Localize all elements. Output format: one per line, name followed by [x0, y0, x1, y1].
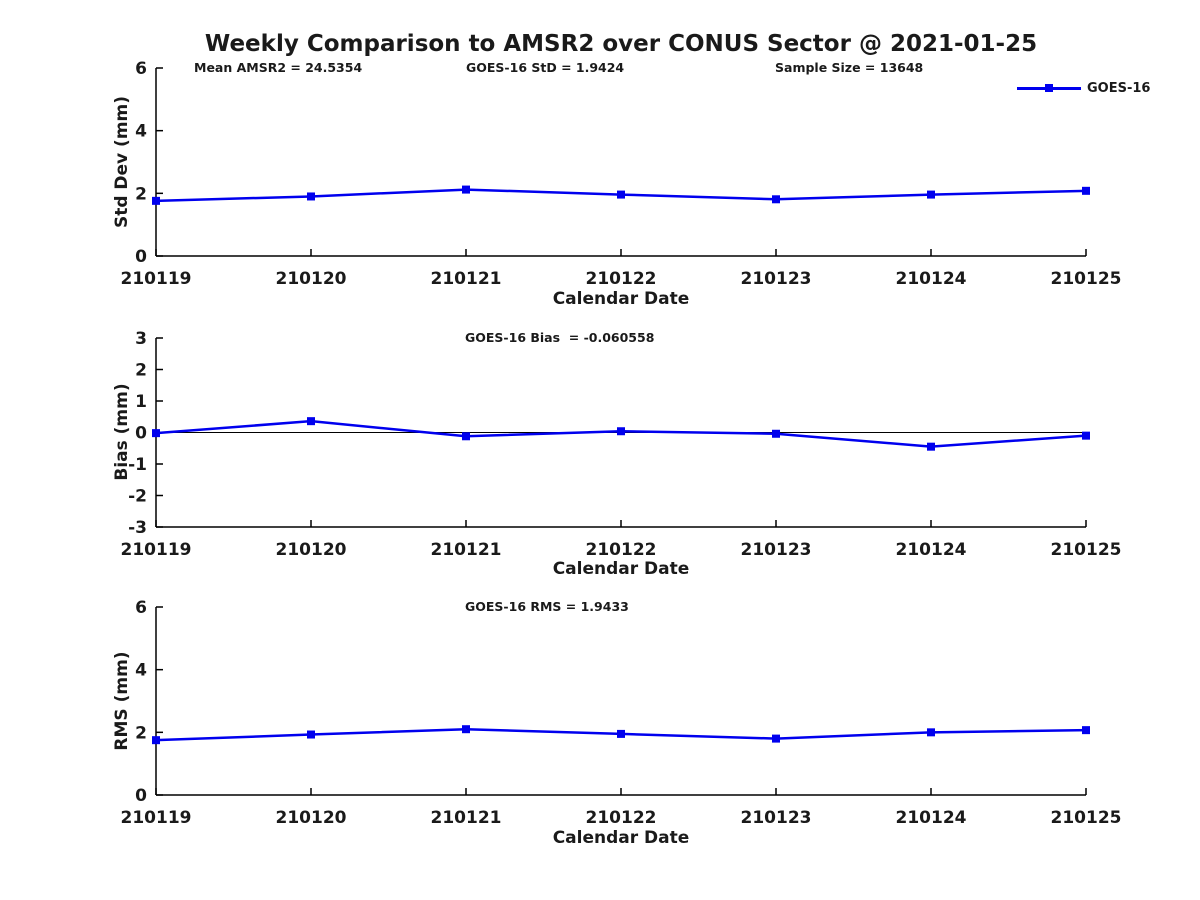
svg-text:210119: 210119	[121, 540, 192, 560]
svg-text:2: 2	[135, 361, 147, 381]
data-point-marker	[152, 736, 160, 745]
y-axis-ticks-rms: 0 2 4 6	[135, 598, 163, 806]
x-axis-ticks-std-dev: 210119 210120 210121 210122 210123 210124 2101…	[121, 249, 1122, 289]
legend-line-sample	[1017, 84, 1081, 92]
data-point-marker	[617, 427, 625, 436]
svg-text:210121: 210121	[431, 269, 502, 289]
svg-text:210125: 210125	[1051, 808, 1122, 828]
svg-text:210123: 210123	[741, 269, 812, 289]
svg-text:210123: 210123	[741, 808, 812, 828]
svg-text:4: 4	[135, 661, 147, 681]
svg-text:-1: -1	[128, 455, 147, 475]
svg-text:210119: 210119	[121, 808, 192, 828]
data-point-marker	[462, 185, 470, 194]
legend-square-marker-icon	[1045, 84, 1053, 92]
data-point-marker	[1082, 431, 1090, 440]
ylabel-std-dev: Std Dev (mm)	[112, 95, 132, 229]
x-axis-ticks-bias: 210119 210120 210121 210122 210123 210124 2101…	[121, 520, 1122, 560]
svg-text:0: 0	[135, 786, 147, 806]
svg-text:210124: 210124	[896, 540, 967, 560]
data-point-marker	[462, 432, 470, 441]
svg-text:2: 2	[135, 723, 147, 743]
svg-text:210120: 210120	[276, 808, 347, 828]
ylabel-rms: RMS (mm)	[112, 651, 132, 751]
svg-text:0: 0	[135, 424, 147, 444]
svg-text:4: 4	[135, 122, 147, 142]
svg-text:6: 6	[135, 598, 147, 618]
xlabel-calendar-date-3: Calendar Date	[552, 828, 690, 848]
svg-text:210121: 210121	[431, 540, 502, 560]
panel-rms: 0 2 4 6 210119 210120 210121 210122 210123 210124…	[121, 598, 1122, 828]
svg-text:210123: 210123	[741, 540, 812, 560]
legend: GOES-16	[1017, 80, 1150, 96]
data-point-marker	[1082, 186, 1090, 195]
series-goes-16-bias	[152, 417, 1090, 451]
page-title: Weekly Comparison to AMSR2 over CONUS Se…	[204, 31, 1038, 57]
annotation-goes16-bias: GOES-16 Bias = -0.060558	[465, 330, 655, 345]
y-axis-ticks-bias: -3 -2 -1 0 1 2 3	[128, 329, 163, 538]
ylabel-bias: Bias (mm)	[112, 383, 132, 481]
svg-text:2: 2	[135, 184, 147, 204]
svg-text:210125: 210125	[1051, 269, 1122, 289]
svg-text:210122: 210122	[586, 808, 657, 828]
data-point-marker	[772, 429, 780, 438]
svg-text:1: 1	[135, 392, 147, 412]
data-point-marker	[307, 730, 315, 739]
panel-bias: -3 -2 -1 0 1 2 3 210119 210120 210121 210122 210123…	[121, 329, 1122, 560]
xlabel-calendar-date-1: Calendar Date	[552, 289, 690, 309]
svg-text:210120: 210120	[276, 540, 347, 560]
svg-text:3: 3	[135, 329, 147, 349]
data-point-marker	[927, 442, 935, 451]
data-point-marker	[772, 734, 780, 743]
svg-text:210121: 210121	[431, 808, 502, 828]
svg-text:210120: 210120	[276, 269, 347, 289]
svg-text:210124: 210124	[896, 808, 967, 828]
panel-std-dev: 0 2 4 6 210119 210120 210121 210122 210123 210124…	[121, 59, 1122, 289]
svg-text:-2: -2	[128, 487, 147, 507]
y-axis-ticks-std-dev: 0 2 4 6	[135, 59, 163, 267]
svg-text:6: 6	[135, 59, 147, 79]
data-point-marker	[1082, 726, 1090, 735]
svg-text:-3: -3	[128, 518, 147, 538]
svg-text:210119: 210119	[121, 269, 192, 289]
legend-label: GOES-16	[1087, 80, 1151, 96]
svg-text:210125: 210125	[1051, 540, 1122, 560]
data-point-marker	[152, 429, 160, 438]
svg-text:210124: 210124	[896, 269, 967, 289]
data-point-marker	[462, 725, 470, 734]
data-point-marker	[307, 192, 315, 201]
data-point-marker	[927, 190, 935, 199]
data-point-marker	[152, 196, 160, 205]
data-point-marker	[772, 195, 780, 204]
data-point-marker	[927, 728, 935, 737]
series-goes-16-rms	[152, 725, 1090, 745]
annotation-goes16-rms: GOES-16 RMS = 1.9433	[465, 599, 629, 614]
data-point-marker	[307, 417, 315, 426]
svg-text:0: 0	[135, 247, 147, 267]
svg-text:210122: 210122	[586, 269, 657, 289]
annotation-sample-size: Sample Size = 13648	[775, 60, 924, 75]
xlabel-calendar-date-2: Calendar Date	[552, 559, 690, 579]
x-axis-ticks-rms: 210119 210120 210121 210122 210123 210124 2101…	[121, 788, 1122, 828]
data-point-marker	[617, 190, 625, 199]
svg-text:210122: 210122	[586, 540, 657, 560]
annotation-mean-amsr2: Mean AMSR2 = 24.5354	[194, 60, 363, 75]
data-point-marker	[617, 729, 625, 738]
annotation-goes16-std: GOES-16 StD = 1.9424	[466, 60, 625, 75]
series-goes-16-std-dev	[152, 185, 1090, 205]
